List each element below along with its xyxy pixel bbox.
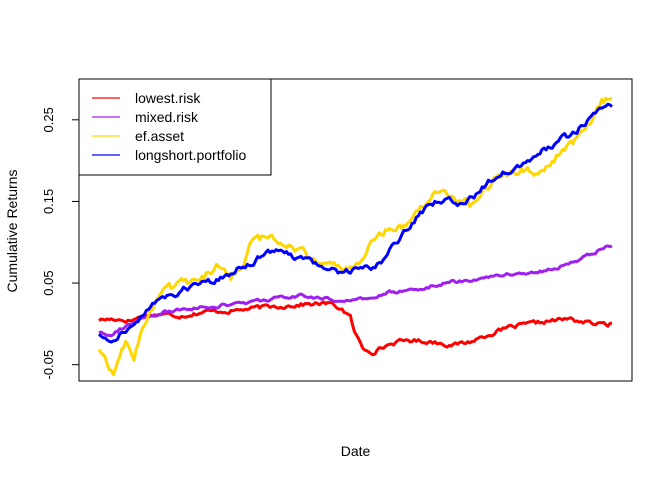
y-axis-title: Cumulative Returns [4,170,20,293]
y-axis: -0.05 0.05 0.15 0.25 [41,107,80,380]
legend-box [78,78,272,176]
y-tick-label: 0.25 [41,107,56,132]
series-line-lowest-risk [98,300,613,357]
series-line-mixed-risk [98,244,613,338]
x-axis-title: Date [341,443,371,459]
series-line-ef-asset [97,96,613,377]
legend-label: mixed.risk [135,109,199,125]
y-tick-label: -0.05 [41,350,56,380]
plot-lines [97,96,613,377]
legend-label: lowest.risk [135,90,201,106]
y-tick-label: 0.05 [41,270,56,295]
legend-label: ef.asset [135,128,184,144]
legend-label: longshort.portfolio [135,147,247,163]
legend: lowest.risk mixed.risk ef.asset longshort.p… [78,78,272,176]
y-tick-label: 0.15 [41,189,56,214]
series-line-longshort-portfolio [97,102,613,344]
